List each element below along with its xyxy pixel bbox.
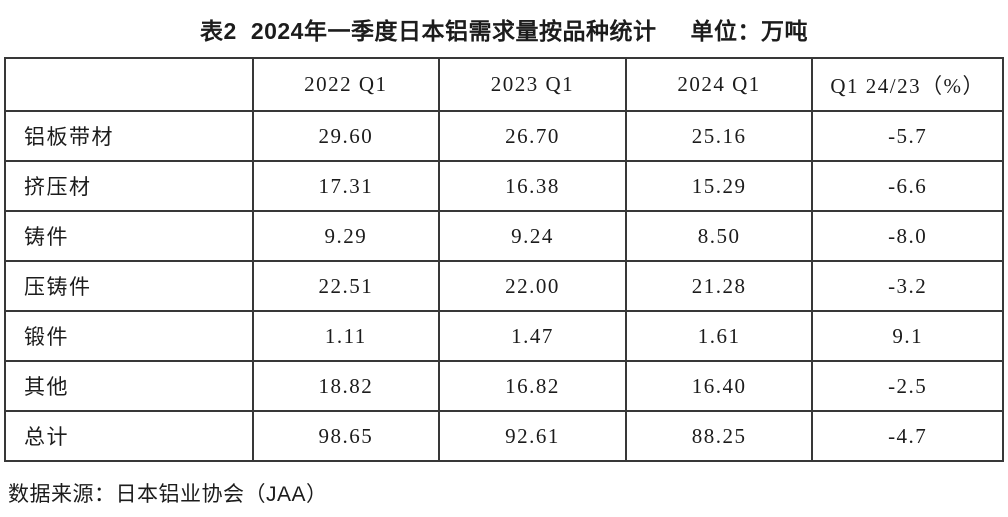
row-label: 铸件 <box>4 210 254 262</box>
value-cell: 98.65 <box>251 410 441 462</box>
table-header: 2022 Q1 2023 Q1 2024 Q1 Q1 24/23（%） <box>4 57 1004 112</box>
value-cell: 16.40 <box>624 360 814 412</box>
data-source-note: 数据来源：日本铝业协会（JAA） <box>8 483 328 506</box>
value-cell: 15.29 <box>624 160 814 212</box>
value-cell: 25.16 <box>624 110 814 162</box>
table-title-label: 表2 <box>200 18 237 44</box>
value-cell: -3.2 <box>811 260 1004 312</box>
table-title-text: 2024年一季度日本铝需求量按品种统计 <box>250 18 657 44</box>
table-row: 其他 18.82 16.82 16.40 -2.5 <box>4 360 1004 412</box>
value-cell: -6.6 <box>811 160 1004 212</box>
value-cell: 22.00 <box>438 260 627 312</box>
value-cell: -5.7 <box>811 110 1004 162</box>
row-label: 铝板带材 <box>4 110 254 162</box>
row-label: 挤压材 <box>4 160 254 212</box>
value-cell: 26.70 <box>438 110 627 162</box>
table-title: 表2 2024年一季度日本铝需求量按品种统计 单位：万吨 <box>0 0 1008 46</box>
table-title-unit: 单位：万吨 <box>690 18 808 44</box>
table-row: 锻件 1.11 1.47 1.61 9.1 <box>4 310 1004 362</box>
row-label: 锻件 <box>4 310 254 362</box>
value-cell: 1.47 <box>438 310 627 362</box>
value-cell: 88.25 <box>624 410 814 462</box>
column-header: 2022 Q1 <box>251 57 441 112</box>
value-cell: -4.7 <box>811 410 1004 462</box>
value-cell: 1.61 <box>624 310 814 362</box>
value-cell: 29.60 <box>251 110 441 162</box>
column-header: 2024 Q1 <box>624 57 814 112</box>
table-row: 压铸件 22.51 22.00 21.28 -3.2 <box>4 260 1004 312</box>
table-body: 铝板带材 29.60 26.70 25.16 -5.7 挤压材 17.31 16.38 15.2… <box>4 110 1004 462</box>
table-row: 铸件 9.29 9.24 8.50 -8.0 <box>4 210 1004 262</box>
value-cell: 1.11 <box>251 310 441 362</box>
value-cell: 92.61 <box>438 410 627 462</box>
table-header-row: 2022 Q1 2023 Q1 2024 Q1 Q1 24/23（%） <box>4 57 1004 112</box>
value-cell: 9.29 <box>251 210 441 262</box>
value-cell: 17.31 <box>251 160 441 212</box>
row-label: 总计 <box>4 410 254 462</box>
row-label: 其他 <box>4 360 254 412</box>
table-row: 铝板带材 29.60 26.70 25.16 -5.7 <box>4 110 1004 162</box>
value-cell: -2.5 <box>811 360 1004 412</box>
column-header-row-label <box>4 57 254 112</box>
value-cell: 22.51 <box>251 260 441 312</box>
row-label: 压铸件 <box>4 260 254 312</box>
value-cell: 18.82 <box>251 360 441 412</box>
value-cell: 9.1 <box>811 310 1004 362</box>
value-cell: 16.38 <box>438 160 627 212</box>
value-cell: 8.50 <box>624 210 814 262</box>
value-cell: 9.24 <box>438 210 627 262</box>
aluminum-demand-table: 2022 Q1 2023 Q1 2024 Q1 Q1 24/23（%） 铝板带材 29.… <box>4 57 1004 462</box>
value-cell: -8.0 <box>811 210 1004 262</box>
column-header: Q1 24/23（%） <box>811 57 1004 112</box>
value-cell: 21.28 <box>624 260 814 312</box>
column-header: 2023 Q1 <box>438 57 627 112</box>
value-cell: 16.82 <box>438 360 627 412</box>
table-row: 总计 98.65 92.61 88.25 -4.7 <box>4 410 1004 462</box>
table-row: 挤压材 17.31 16.38 15.29 -6.6 <box>4 160 1004 212</box>
